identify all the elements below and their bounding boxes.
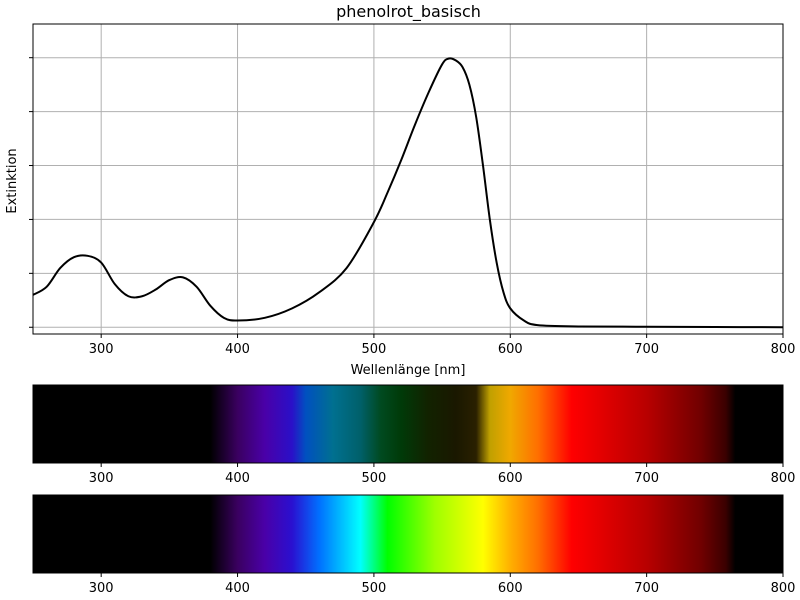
x-tick-label: 800 [771, 342, 796, 357]
spectrum-tick-label: 800 [771, 471, 796, 486]
x-tick-label: 600 [498, 342, 523, 357]
absorbed-spectrum-strip [32, 384, 784, 464]
chart-title: phenolrot_basisch [336, 2, 481, 22]
y-axis-ticks [29, 57, 33, 328]
spectrum-tick-label: 400 [225, 471, 250, 486]
spectrum-tick-label: 400 [225, 581, 250, 596]
plot-area: 300 400 500 600 700 800 [29, 23, 796, 357]
x-axis-ticks: 300 400 500 600 700 800 [89, 334, 796, 357]
spectrum-tick-label: 700 [634, 471, 659, 486]
absorbed-spectrum-bar: 300 400 500 600 700 800 [32, 384, 796, 486]
spectrum-tick-label: 300 [89, 471, 114, 486]
spectrum-tick-label: 500 [361, 581, 386, 596]
full-spectrum-strip [32, 494, 784, 574]
plot-frame [32, 23, 784, 335]
absorbance-curve [32, 57, 784, 329]
plot-background [33, 24, 783, 334]
y-axis-label: Extinktion [5, 148, 20, 213]
x-tick-label: 700 [634, 342, 659, 357]
spectrum-tick-label: 800 [771, 581, 796, 596]
full-spectrum-bar: 300 400 500 600 700 800 [32, 494, 796, 596]
spectrum-tick-label: 500 [361, 471, 386, 486]
spectrum-tick-label: 700 [634, 581, 659, 596]
x-tick-label: 300 [89, 342, 114, 357]
x-tick-label: 500 [361, 342, 386, 357]
spectrum-tick-label: 600 [498, 581, 523, 596]
x-axis-label: Wellenlänge [nm] [351, 363, 466, 378]
spectrum-tick-label: 300 [89, 581, 114, 596]
spectrum-tick-label: 600 [498, 471, 523, 486]
full-spectrum-ticks: 300 400 500 600 700 800 [89, 573, 796, 596]
x-tick-label: 400 [225, 342, 250, 357]
absorbed-spectrum-ticks: 300 400 500 600 700 800 [89, 463, 796, 486]
